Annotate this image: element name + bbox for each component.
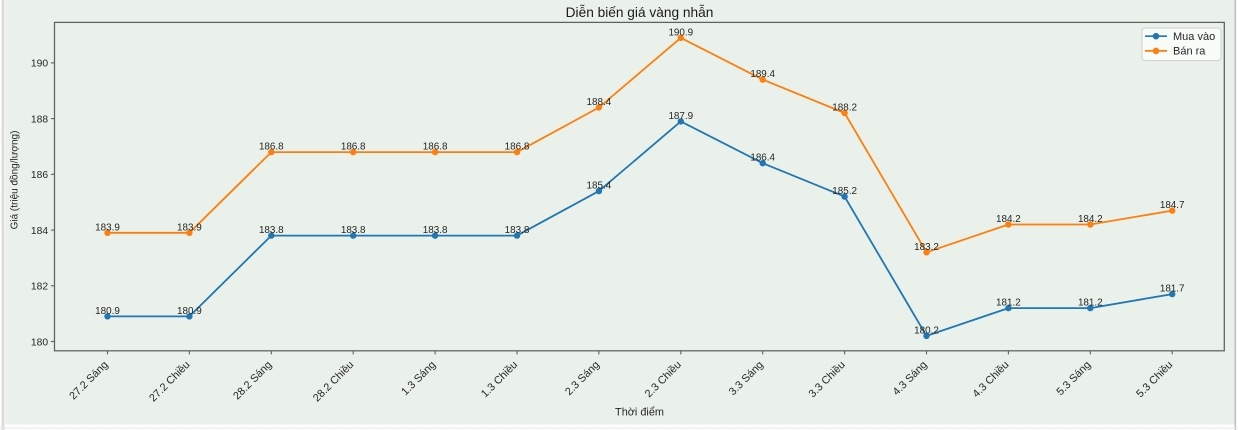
- svg-text:184.7: 184.7: [1160, 200, 1185, 211]
- svg-text:186.8: 186.8: [423, 142, 448, 153]
- svg-text:180.9: 180.9: [177, 306, 202, 317]
- svg-text:183.2: 183.2: [914, 242, 939, 253]
- svg-text:186: 186: [31, 170, 48, 181]
- svg-text:183.8: 183.8: [341, 225, 366, 236]
- svg-text:188: 188: [31, 114, 48, 125]
- svg-text:188.4: 188.4: [587, 97, 612, 108]
- svg-text:Diễn biến giá vàng nhẫn: Diễn biến giá vàng nhẫn: [566, 5, 714, 20]
- svg-text:184: 184: [31, 226, 48, 237]
- svg-text:186.4: 186.4: [750, 153, 775, 164]
- svg-text:181.2: 181.2: [1078, 298, 1103, 309]
- svg-text:187.9: 187.9: [668, 111, 693, 122]
- svg-text:183.9: 183.9: [177, 222, 202, 233]
- svg-text:180.9: 180.9: [95, 306, 120, 317]
- svg-text:183.8: 183.8: [505, 225, 530, 236]
- svg-text:190.9: 190.9: [668, 27, 693, 38]
- svg-text:186.8: 186.8: [341, 142, 366, 153]
- svg-text:185.4: 185.4: [587, 181, 612, 192]
- svg-text:Mua vào: Mua vào: [1173, 31, 1215, 43]
- svg-text:182: 182: [31, 282, 48, 293]
- svg-text:184.2: 184.2: [996, 214, 1021, 225]
- svg-text:186.8: 186.8: [259, 142, 284, 153]
- svg-text:Bán ra: Bán ra: [1173, 46, 1206, 58]
- svg-text:180: 180: [31, 337, 48, 348]
- svg-text:181.7: 181.7: [1160, 284, 1185, 295]
- svg-text:Giá (triệu đồng/lượng): Giá (triệu đồng/lượng): [9, 131, 21, 230]
- svg-text:190: 190: [31, 59, 48, 70]
- svg-text:186.8: 186.8: [505, 142, 530, 153]
- svg-text:184.2: 184.2: [1078, 214, 1103, 225]
- svg-text:189.4: 189.4: [750, 69, 775, 80]
- svg-text:183.8: 183.8: [259, 225, 284, 236]
- svg-text:180.2: 180.2: [914, 325, 939, 336]
- svg-text:183.8: 183.8: [423, 225, 448, 236]
- svg-text:185.2: 185.2: [832, 186, 857, 197]
- svg-text:181.2: 181.2: [996, 298, 1021, 309]
- svg-text:Thời điểm: Thời điểm: [615, 407, 664, 419]
- svg-text:188.2: 188.2: [832, 103, 857, 114]
- svg-text:183.9: 183.9: [95, 222, 120, 233]
